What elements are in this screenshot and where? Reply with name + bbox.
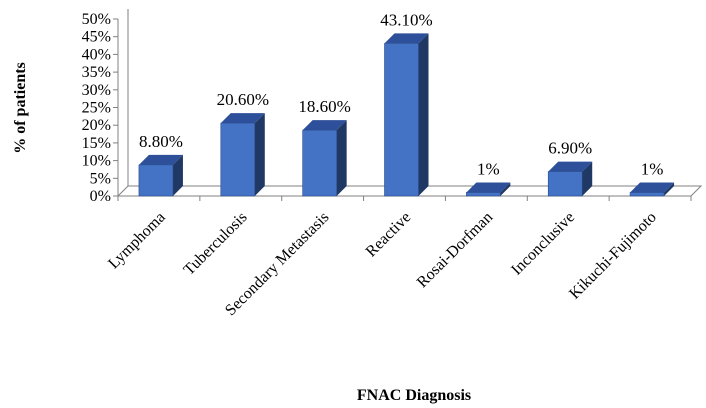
bar <box>547 161 593 197</box>
bar-top-face <box>548 161 593 172</box>
bar-front-face <box>138 164 174 197</box>
bar-top-face <box>466 182 511 193</box>
bar-top-face <box>220 113 265 124</box>
bar-front-face <box>629 192 665 197</box>
y-tick-label: 15% <box>82 135 111 152</box>
x-tick-label: Tuberculosis <box>181 209 251 279</box>
x-tick-label: Lymphoma <box>105 209 169 273</box>
bar-side-face <box>254 113 265 196</box>
bar-top-face <box>138 154 183 165</box>
x-tick-label: Rosai-Dorfman <box>414 209 496 291</box>
data-labels: 8.80% 20.60% 18.60% 43.10% 1% 6.90% 1% <box>139 10 663 178</box>
bar-front-face <box>466 192 501 197</box>
x-axis-title: FNAC Diagnosis <box>357 387 471 404</box>
bar-side-face <box>582 161 593 196</box>
data-label: 20.60% <box>217 90 269 109</box>
x-tick-label: Kikuchi-Fujimoto <box>566 209 660 303</box>
bar-side-face <box>336 120 347 196</box>
bar-front-face <box>547 171 583 197</box>
bar-side-face <box>418 33 429 197</box>
bar-side-face <box>500 182 511 196</box>
data-label: 18.60% <box>298 97 350 116</box>
y-tick-label: 45% <box>82 29 111 46</box>
bar <box>629 182 675 197</box>
data-label: 8.80% <box>139 132 183 151</box>
y-tick-label: 5% <box>90 170 111 187</box>
y-tick-label: 10% <box>82 153 111 170</box>
data-label: 1% <box>477 159 500 178</box>
data-label: 6.90% <box>548 139 592 158</box>
y-axis-title: % of patients <box>12 62 29 154</box>
y-tick-label: 35% <box>82 64 111 81</box>
y-tick-label: 25% <box>82 100 111 117</box>
bar-series <box>138 33 675 197</box>
bar <box>466 182 511 197</box>
bar-top-face <box>630 182 675 193</box>
y-tick-label: 20% <box>82 117 111 134</box>
bar <box>138 154 183 197</box>
bar-side-face <box>664 182 675 196</box>
bar-side-face <box>172 154 183 196</box>
x-tick-label: Inconclusive <box>508 209 578 279</box>
y-tick-label: 40% <box>82 46 111 63</box>
y-tick-label: 30% <box>82 82 111 99</box>
bar <box>220 113 265 197</box>
bar-top-face <box>384 33 429 44</box>
x-tick-label: Reactive <box>363 209 415 261</box>
y-axis-ticks: 0%5%10%15%20%25%30%35%40%45%50% <box>82 11 118 205</box>
data-label: 43.10% <box>380 10 432 29</box>
bar <box>384 33 429 197</box>
y-tick-label: 50% <box>82 11 111 28</box>
bar-front-face <box>384 43 419 197</box>
y-tick-label: 0% <box>90 188 111 205</box>
bar-top-face <box>302 120 347 131</box>
bar-front-face <box>220 122 256 197</box>
bar <box>302 120 347 197</box>
bar-front-face <box>302 129 337 197</box>
data-label: 1% <box>641 159 664 178</box>
